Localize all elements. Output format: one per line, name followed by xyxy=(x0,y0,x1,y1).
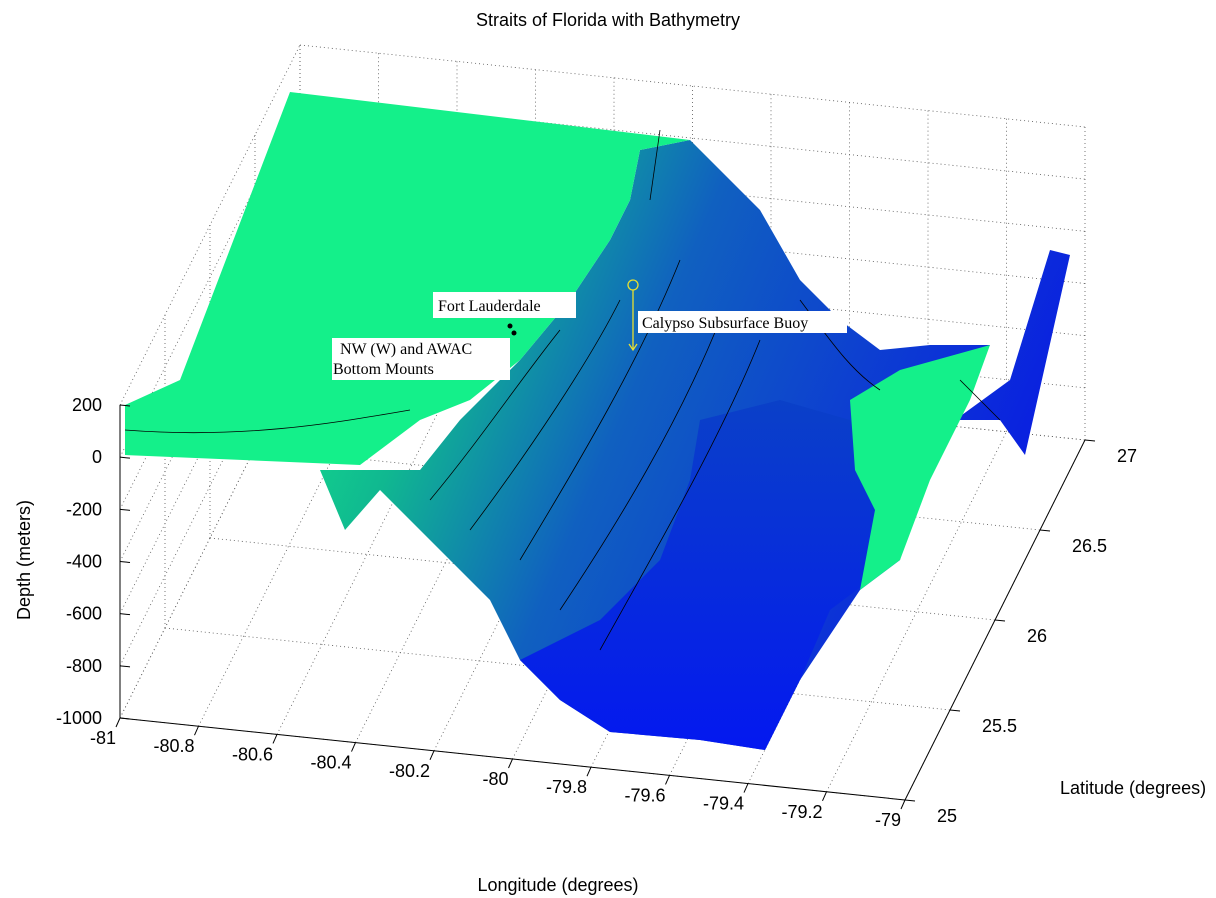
y-tick-label: 25.5 xyxy=(982,716,1017,736)
contour xyxy=(124,129,1001,651)
x-tick-label: -79.2 xyxy=(781,802,822,822)
z-tick xyxy=(119,665,131,668)
z-tick-label: -1000 xyxy=(56,708,102,728)
y-tick xyxy=(994,619,1006,622)
z-axis-label: Depth (meters) xyxy=(14,500,34,620)
x-tick-label: -80.4 xyxy=(310,753,351,773)
surface-bahamas xyxy=(850,345,990,590)
y-tick-label: 25 xyxy=(937,806,957,826)
surface-slope xyxy=(320,140,1070,750)
label-box xyxy=(332,338,510,380)
label-box xyxy=(433,292,576,318)
z-tick-label: 0 xyxy=(92,447,102,467)
label-box xyxy=(638,311,847,333)
x-tick xyxy=(665,775,670,785)
annotation-bottom-mounts: NW (W) and AWAC Bottom Mounts xyxy=(332,338,510,380)
x-tick-label: -80.2 xyxy=(389,761,430,781)
annotation: Calypso Subsurface Buoy xyxy=(642,315,808,332)
annotation-fort-lauderdale: Fort Lauderdale xyxy=(433,292,576,336)
x-tick xyxy=(351,742,356,752)
z-tick xyxy=(119,613,131,616)
x-tick xyxy=(115,717,121,728)
y-tick xyxy=(1084,439,1096,442)
z-tick-label: -800 xyxy=(66,656,102,676)
annotation: NW (W) and AWAC xyxy=(340,341,472,358)
z-tick xyxy=(119,404,131,407)
z-tick-label: -600 xyxy=(66,604,102,624)
z-tick xyxy=(119,717,131,720)
z-tick xyxy=(119,561,131,563)
x-tick xyxy=(586,766,592,777)
annotation: Fort Lauderdale xyxy=(438,298,541,315)
x-tick-label: -79.8 xyxy=(546,777,587,797)
x-tick xyxy=(272,734,278,744)
annotation: Bottom Mounts xyxy=(333,361,434,378)
x-tick-label: -80.8 xyxy=(153,736,194,756)
buoy-marker xyxy=(628,343,638,352)
z-tick xyxy=(119,508,131,511)
x-tick xyxy=(743,783,749,793)
y-tick xyxy=(1039,529,1051,532)
z-tick xyxy=(119,456,131,459)
y-tick xyxy=(949,709,961,712)
x-tick xyxy=(900,799,906,810)
z-tick-label: 200 xyxy=(72,395,102,415)
x-tick-label: -79 xyxy=(875,810,901,830)
x-tick-label: -79.6 xyxy=(624,785,665,805)
y-tick-label: 26 xyxy=(1027,626,1047,646)
surface-deep xyxy=(520,400,880,750)
y-axis-label: Latitude (degrees) xyxy=(1060,778,1206,798)
x-tick-label: -79.4 xyxy=(703,794,744,814)
x-tick xyxy=(429,750,435,761)
surface xyxy=(124,92,1070,750)
location-marker xyxy=(511,330,517,336)
chart-title: Straits of Florida with Bathymetry xyxy=(476,10,740,30)
x-tick-label: -81 xyxy=(90,728,116,748)
x-tick-label: -80 xyxy=(482,769,508,789)
location-marker xyxy=(507,323,513,329)
annotation-buoy: Calypso Subsurface Buoy xyxy=(627,279,847,352)
x-axis-label: Longitude (degrees) xyxy=(477,875,638,895)
x-tick xyxy=(194,725,199,736)
y-tick-label: 26.5 xyxy=(1072,536,1107,556)
x-tick xyxy=(508,758,513,769)
y-tick-label: 27 xyxy=(1117,446,1137,466)
x-tick-label: -80.6 xyxy=(232,744,273,764)
x-tick xyxy=(822,791,827,802)
z-tick-label: -200 xyxy=(66,499,102,519)
z-tick-label: -400 xyxy=(66,552,102,572)
surface-shelf xyxy=(125,92,690,465)
y-tick xyxy=(904,799,916,802)
